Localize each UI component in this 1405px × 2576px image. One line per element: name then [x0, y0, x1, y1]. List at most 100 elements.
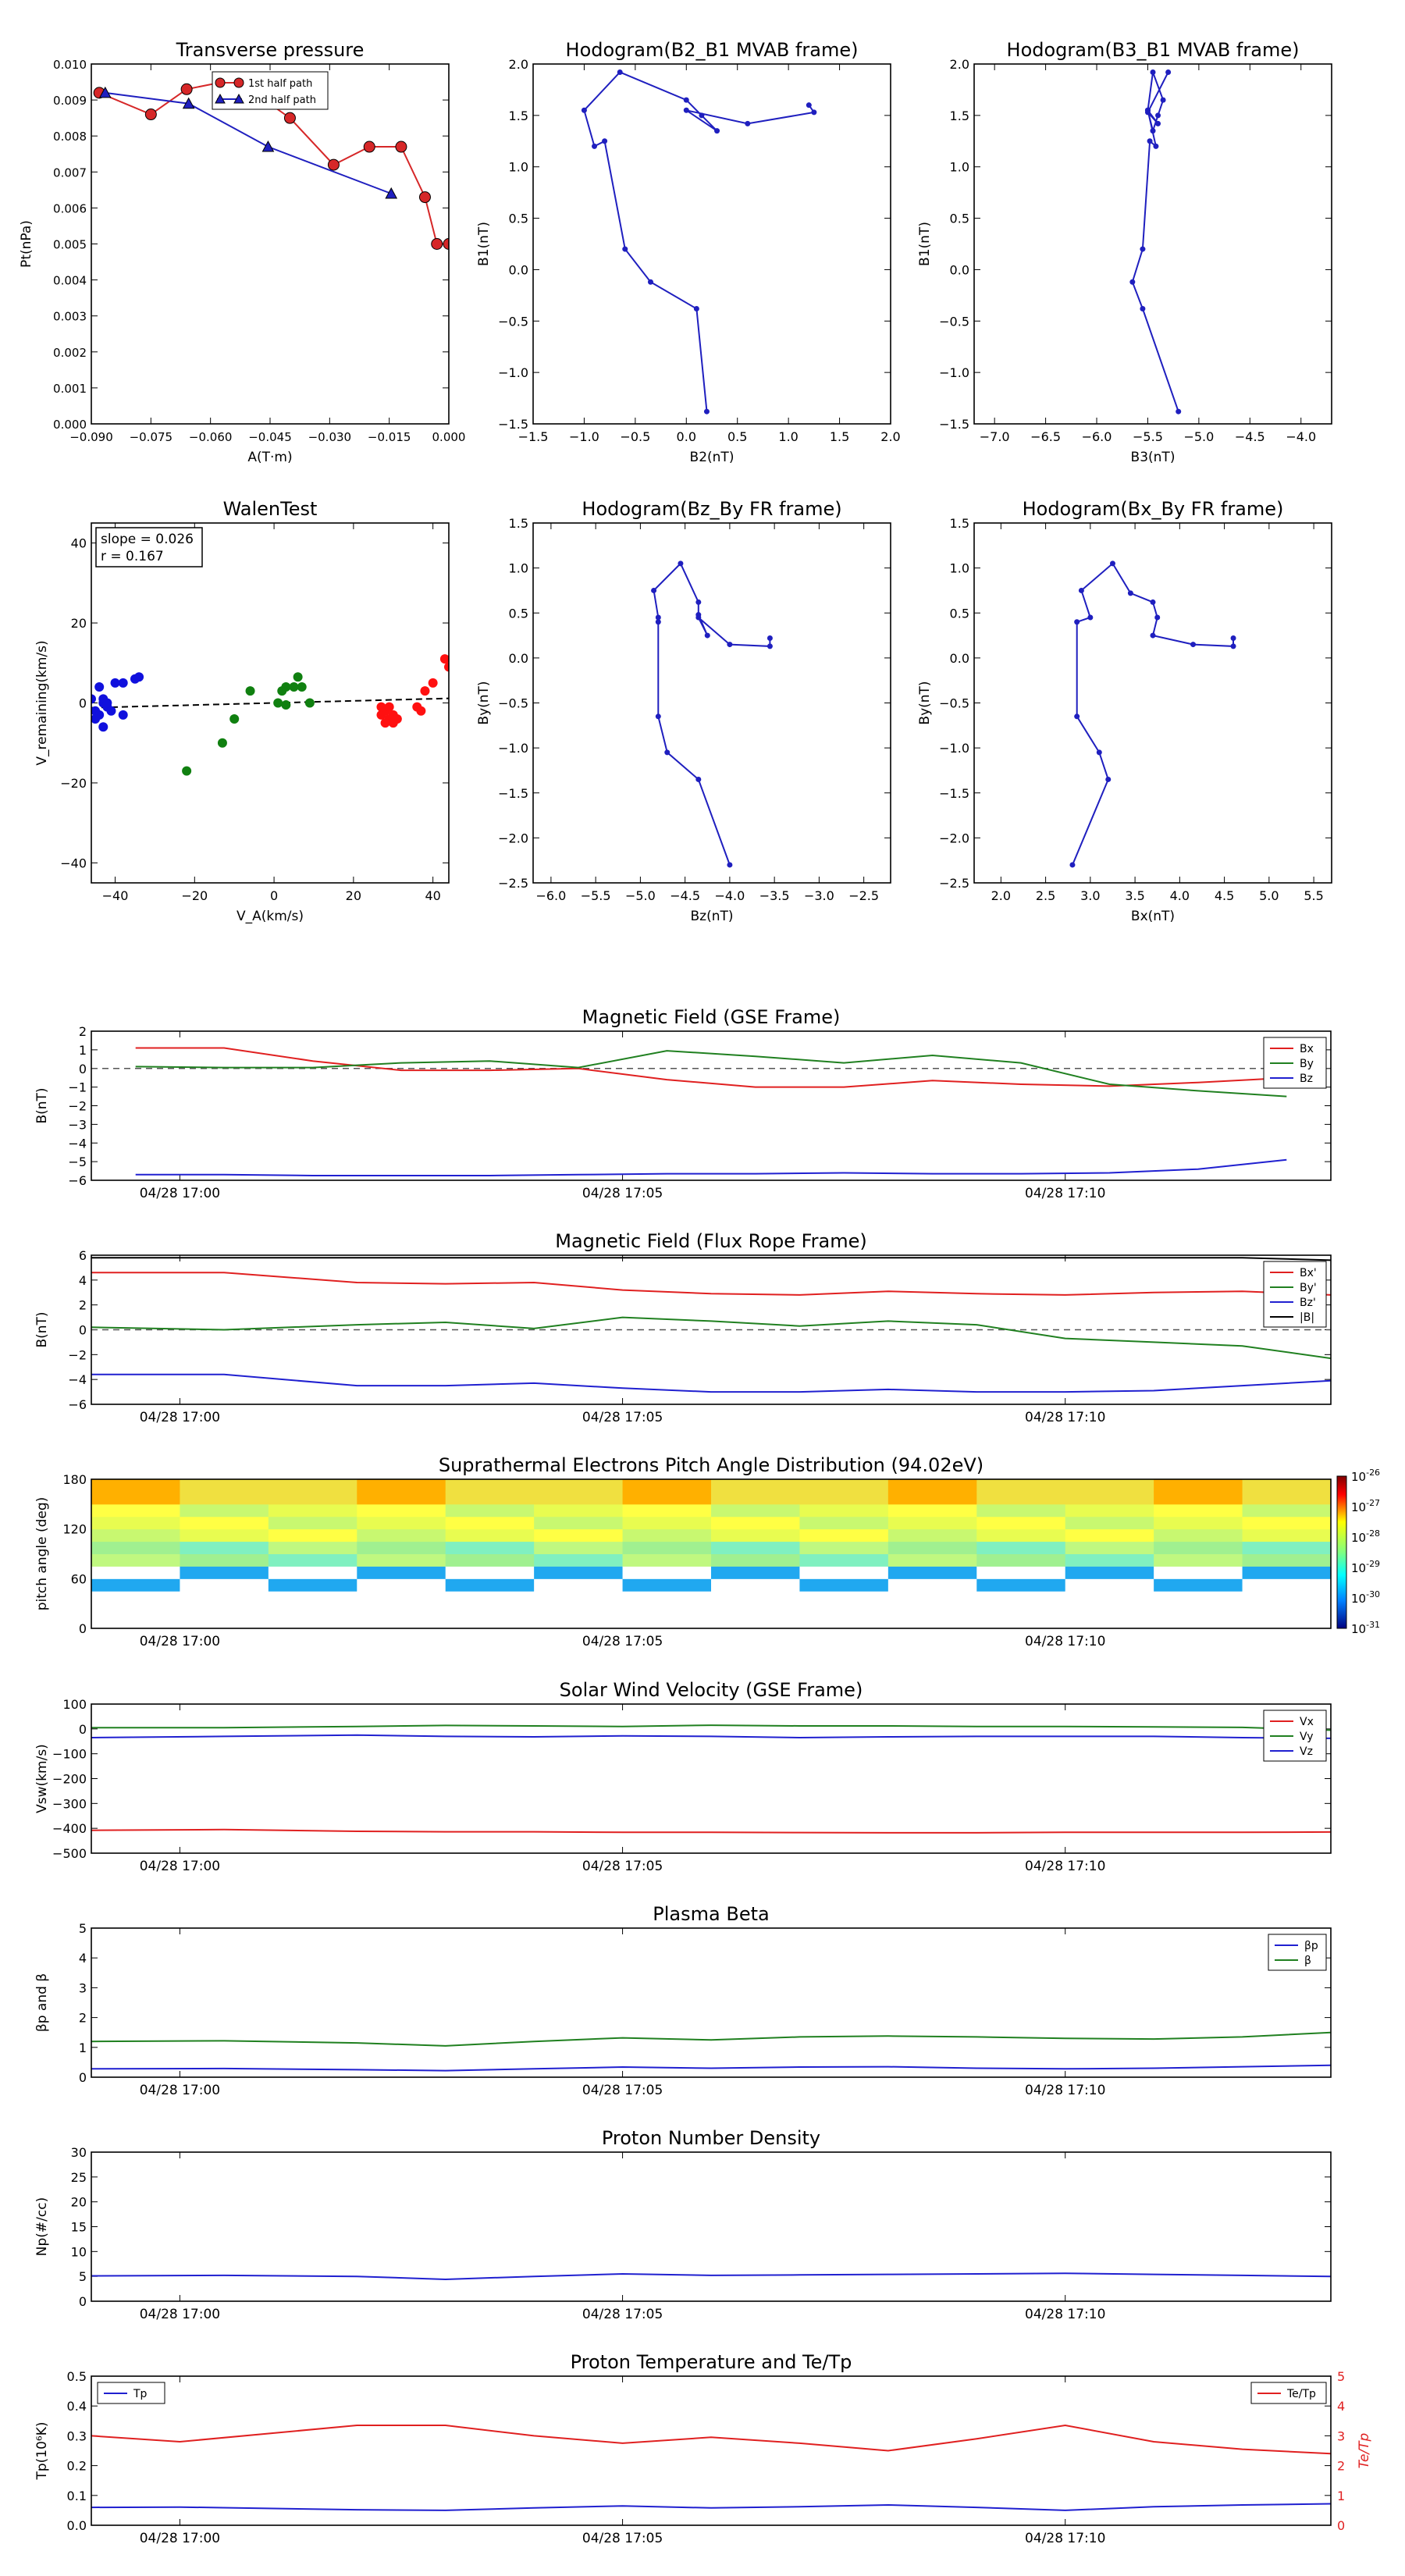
y-tick-label: 0.1: [67, 2489, 87, 2503]
series-line: [135, 1050, 1287, 1098]
heatmap-cell: [1154, 1603, 1243, 1617]
heatmap-cell: [887, 1591, 977, 1604]
data-point: [695, 776, 702, 782]
x-tick-label: −4.0: [1286, 429, 1316, 444]
x-tick-label: −0.090: [69, 430, 113, 444]
heatmap-cell: [1065, 1479, 1154, 1493]
legend-label: Bx': [1300, 1267, 1317, 1279]
colorbar-label: 10-28: [1351, 1528, 1380, 1545]
heatmap-cell: [1242, 1528, 1331, 1542]
data-point: [144, 109, 157, 121]
heatmap-cell: [357, 1591, 446, 1604]
y-tick-label: −2.5: [939, 876, 969, 891]
heatmap-cell: [268, 1503, 357, 1517]
y-axis-label: By(nT): [476, 681, 492, 724]
heatmap-cell: [445, 1616, 535, 1628]
heatmap-cell: [799, 1541, 889, 1554]
heatmap-cell: [622, 1503, 712, 1517]
data-point: [655, 713, 661, 720]
data-point: [1140, 246, 1146, 252]
chart-vsw: Solar Wind Velocity (GSE Frame) 04/28 17:…: [34, 1679, 1332, 1874]
x-tick-label: −40: [102, 888, 129, 903]
x-tick-label: 1.0: [778, 429, 798, 444]
chart-pad: Suprathermal Electrons Pitch Angle Distr…: [34, 1454, 1380, 1649]
heatmap-cell: [1065, 1553, 1154, 1567]
heatmap-cell: [91, 1616, 180, 1628]
x-tick-label: −0.030: [308, 430, 352, 444]
x-tick-label: 04/28 17:05: [582, 2531, 663, 2546]
data-point: [91, 713, 101, 724]
chart-title: Proton Temperature and Te/Tp: [571, 2351, 852, 2373]
chart-title: Hodogram(B2_B1 MVAB frame): [566, 39, 859, 61]
heatmap-cell: [357, 1479, 446, 1493]
heatmap-cell: [180, 1603, 269, 1617]
colorbar-exponent: -26: [1366, 1468, 1380, 1478]
heatmap-cell: [711, 1479, 800, 1493]
data-point: [182, 766, 192, 776]
y-tick-label: −1: [68, 1080, 87, 1095]
data-point: [1109, 560, 1115, 567]
y-tick-label: 100: [62, 1697, 87, 1712]
series-line: [91, 1257, 1331, 1261]
y-tick-label: 1.0: [950, 561, 969, 576]
chart-h1: Hodogram(B2_B1 MVAB frame) −1.5 −1.0 −0.5 0.…: [476, 39, 901, 465]
y-tick-label: 0: [79, 1621, 87, 1636]
heatmap-cell: [1242, 1479, 1331, 1493]
data-point: [683, 107, 689, 113]
y-tick-label: 0.5: [950, 606, 969, 621]
plot-frame: [91, 2151, 1332, 2302]
data-point: [695, 614, 702, 621]
x-tick-label: 04/28 17:10: [1025, 1186, 1105, 1201]
x-tick-label: 20: [346, 888, 361, 903]
legend-label: Vz: [1300, 1745, 1313, 1758]
heatmap-cell: [534, 1591, 624, 1604]
heatmap-cell: [534, 1603, 624, 1617]
x-axis-label: B2(nT): [690, 450, 735, 465]
x-tick-label: −0.015: [368, 430, 411, 444]
heatmap-cell: [180, 1591, 269, 1604]
plot-frame: [91, 1030, 1332, 1181]
colorbar-bar: [1336, 1475, 1347, 1629]
x-axis-label: A(T·m): [247, 450, 292, 465]
y-tick-label: −500: [52, 1846, 87, 1861]
y-axis-label: Np(#/cc): [34, 2197, 50, 2256]
fit-line: [91, 697, 449, 709]
data-point: [683, 97, 689, 103]
legend: Tp: [97, 2382, 165, 2404]
series-line: [91, 1373, 1331, 1393]
y-tick-label: 0: [79, 696, 87, 711]
chart-title: Magnetic Field (GSE Frame): [582, 1006, 841, 1028]
heatmap-cell: [622, 1491, 712, 1505]
y-tick-label: 15: [71, 2220, 87, 2235]
annotation-text: r = 0.167: [101, 549, 164, 564]
heatmap-cell: [357, 1616, 446, 1628]
x-axis-label: Bz(nT): [690, 909, 733, 924]
y-tick-label: −1.0: [498, 365, 528, 380]
series-line: [1072, 562, 1234, 866]
heatmap-cell: [1065, 1528, 1154, 1542]
data-point: [1127, 590, 1133, 596]
chart-np: Proton Number Density 04/28 17:00 04/28 17…: [34, 2127, 1332, 2322]
chart-beta: Plasma Beta 04/28 17:00 04/28 17:05 04/28 1…: [34, 1903, 1332, 2098]
chart-bgse: Magnetic Field (GSE Frame) 04/28 17:00 04/…: [34, 1006, 1332, 1201]
heatmap-cell: [534, 1516, 624, 1530]
data-point: [1087, 614, 1094, 621]
heatmap-cell: [711, 1516, 800, 1530]
chart-title: Solar Wind Velocity (GSE Frame): [560, 1679, 863, 1701]
heatmap-cell: [799, 1553, 889, 1567]
y-tick-label: −20: [60, 776, 87, 791]
y-tick-label: −400: [52, 1821, 87, 1836]
x-tick-label: 04/28 17:10: [1025, 1859, 1105, 1874]
heatmap-cell: [534, 1616, 624, 1628]
heatmap-cell: [799, 1516, 889, 1530]
data-point: [703, 408, 710, 415]
heatmap-cell: [91, 1566, 180, 1579]
heatmap-cell: [1065, 1491, 1154, 1505]
y-tick-label: 0: [79, 2070, 87, 2085]
legend-label: 2nd half path: [248, 94, 316, 106]
heatmap-cell: [268, 1528, 357, 1542]
series-line: [105, 91, 392, 194]
heatmap-cell: [180, 1516, 269, 1530]
data-point: [1230, 643, 1236, 649]
data-point: [388, 718, 398, 728]
